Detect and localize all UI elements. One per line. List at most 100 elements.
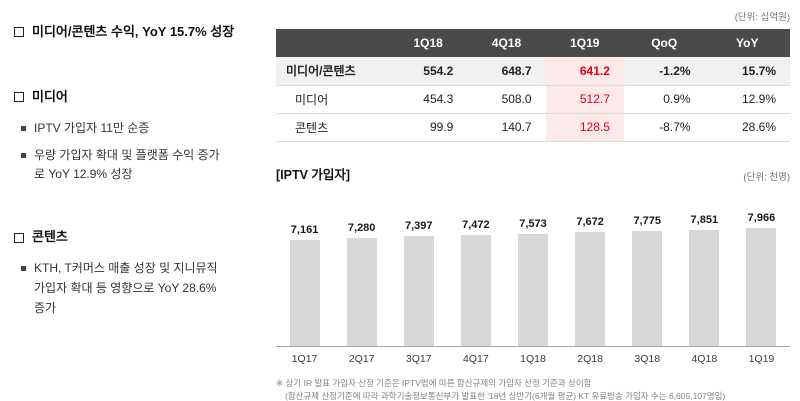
chart-unit-label: (단위: 천명)	[743, 171, 790, 183]
cell-qoq: -1.2%	[623, 57, 705, 86]
x-axis-label: 1Q19	[748, 352, 775, 365]
x-axis-label: 4Q18	[691, 352, 718, 365]
footnote: (합산규제 산정기준에 따라 과학기술정보통신부가 발표한 '18년 상반기(6…	[285, 390, 726, 401]
cell-yoy: 15.7%	[704, 57, 790, 86]
bullet-list: IPTV 가입자 11만 순증 우량 가입자 확대 및 플랫폼 수익 증가로 Y…	[21, 119, 266, 185]
bullet-item: KTH, T커머스 매출 성장 및 지니뮤직 가입자 확대 등 영향으로 YoY…	[21, 259, 266, 318]
section-heading: 콘텐츠	[14, 229, 266, 246]
header-1q19: 1Q19	[545, 29, 624, 57]
header-4q18: 4Q18	[467, 29, 546, 57]
bar-group: 7,775	[619, 202, 676, 346]
cell-1q18: 99.9	[389, 113, 468, 142]
bar	[346, 237, 377, 346]
section-media-content-summary: 미디어/콘텐츠 수익, YoY 15.7% 성장	[14, 24, 266, 41]
row-label: 콘텐츠	[276, 113, 389, 142]
bar-group: 7,161	[276, 202, 333, 346]
table-unit-label: (단위: 십억원)	[734, 12, 790, 23]
cell-4q18: 508.0	[467, 85, 546, 114]
iptv-bar-chart: 7,161 7,280 7,397 7,472 7,573 7,672 7,775 7,851…	[276, 202, 790, 347]
cell-4q18: 140.7	[467, 113, 546, 142]
section-title-text: 미디어	[32, 88, 68, 104]
x-axis-label: 4Q17	[463, 352, 489, 365]
x-axis-label: 2Q17	[348, 352, 375, 365]
table-row-media-content: 미디어/콘텐츠 554.2 648.7 641.2 -1.2% 15.7%	[276, 57, 790, 86]
row-label: 미디어	[276, 85, 389, 114]
section-content: 콘텐츠 KTH, T커머스 매출 성장 및 지니뮤직 가입자 확대 등 영향으로…	[14, 229, 266, 318]
chart-title: [IPTV 가입자]	[276, 167, 351, 182]
cell-4q18: 648.7	[467, 57, 546, 86]
bar-group: 7,397	[390, 202, 447, 346]
data-panel: (단위: 십억원) 1Q18 4Q18 1Q19 QoQ YoY 미디어/콘텐츠…	[276, 0, 790, 401]
bar	[575, 231, 606, 346]
section-title-text: 미디어/콘텐츠 수익, YoY 15.7% 성장	[32, 24, 235, 39]
bar-value-label: 7,161	[290, 223, 319, 236]
header-empty-cell	[276, 29, 389, 57]
bar	[746, 227, 777, 346]
square-bullet-icon	[14, 27, 24, 38]
bar-value-label: 7,966	[747, 211, 776, 224]
table-header-row: 1Q18 4Q18 1Q19 QoQ YoY	[276, 29, 790, 57]
bullet-list: KTH, T커머스 매출 성장 및 지니뮤직 가입자 확대 등 영향으로 YoY…	[21, 259, 266, 318]
cell-qoq: 0.9%	[623, 85, 705, 114]
section-title-text: 콘텐츠	[32, 229, 68, 245]
cell-1q19: 128.5	[545, 113, 624, 142]
bar-value-label: 7,472	[462, 218, 490, 231]
header-1q18: 1Q18	[389, 29, 468, 57]
chart-header: [IPTV 가입자] (단위: 천명)	[276, 164, 790, 183]
bar-group: 7,280	[333, 202, 390, 346]
footnote: ※ 상기 IR 발표 가입자 산정 기준은 IPTV법에 따른 합산규제의 가입…	[276, 377, 592, 388]
bar-group: 7,472	[447, 202, 504, 346]
square-bullet-icon	[14, 92, 24, 103]
row-label: 미디어/콘텐츠	[276, 57, 389, 86]
commentary-panel: 미디어/콘텐츠 수익, YoY 15.7% 성장 미디어 IPTV 가입자 11…	[14, 24, 266, 325]
small-square-bullet-icon	[21, 125, 26, 131]
cell-1q19: 512.7	[545, 85, 624, 114]
cell-qoq: -8.7%	[623, 113, 705, 142]
bar	[289, 239, 320, 346]
bar	[632, 230, 663, 346]
bar-value-label: 7,573	[519, 217, 547, 230]
x-axis-label: 1Q17	[291, 352, 318, 365]
section-heading: 미디어	[14, 89, 266, 106]
bullet-text: IPTV 가입자 11만 순증	[34, 120, 150, 135]
x-axis: 1Q17 2Q17 3Q17 4Q17 1Q18 2Q18 3Q18 4Q18 1Q19	[276, 353, 790, 365]
table-row-media: 미디어 454.3 508.0 512.7 0.9% 12.9%	[276, 85, 790, 114]
bar	[517, 233, 548, 346]
bullet-text: 우량 가입자 확대 및 플랫폼 수익 증가로 YoY 12.9% 성장	[34, 147, 220, 182]
cell-yoy: 12.9%	[704, 85, 790, 114]
bar-value-label: 7,851	[690, 213, 719, 226]
x-axis-label: 3Q17	[405, 352, 432, 365]
footnotes: ※ 상기 IR 발표 가입자 산정 기준은 IPTV법에 따른 합산규제의 가입…	[276, 377, 790, 401]
bar-value-label: 7,397	[405, 219, 433, 232]
x-axis-label: 2Q18	[577, 352, 603, 365]
small-square-bullet-icon	[21, 152, 26, 158]
x-axis-label: 1Q18	[520, 352, 546, 365]
section-media: 미디어 IPTV 가입자 11만 순증 우량 가입자 확대 및 플랫폼 수익 증…	[14, 89, 266, 185]
bar-group: 7,966	[733, 202, 790, 346]
small-square-bullet-icon	[21, 266, 26, 272]
bullet-text: KTH, T커머스 매출 성장 및 지니뮤직 가입자 확대 등 영향으로 YoY…	[34, 261, 218, 315]
bar-group: 7,851	[676, 202, 733, 346]
bar-value-label: 7,672	[576, 215, 604, 228]
x-axis-label: 3Q18	[634, 352, 661, 365]
bar	[403, 235, 434, 346]
bullet-item: 우량 가입자 확대 및 플랫폼 수익 증가로 YoY 12.9% 성장	[21, 146, 266, 186]
bar	[689, 229, 720, 346]
bar	[460, 234, 491, 346]
section-heading: 미디어/콘텐츠 수익, YoY 15.7% 성장	[14, 24, 266, 41]
header-yoy: YoY	[704, 29, 790, 57]
bar-value-label: 7,280	[347, 221, 376, 234]
bullet-item: IPTV 가입자 11만 순증	[21, 119, 266, 139]
header-qoq: QoQ	[623, 29, 705, 57]
bar-group: 7,672	[562, 202, 619, 346]
cell-1q18: 554.2	[389, 57, 468, 86]
square-bullet-icon	[14, 232, 24, 243]
cell-yoy: 28.6%	[704, 113, 790, 142]
cell-1q18: 454.3	[389, 85, 468, 114]
table-row-content: 콘텐츠 99.9 140.7 128.5 -8.7% 28.6%	[276, 113, 790, 142]
cell-1q19: 641.2	[545, 57, 624, 86]
bar-value-label: 7,775	[633, 214, 661, 227]
revenue-table: 1Q18 4Q18 1Q19 QoQ YoY 미디어/콘텐츠 554.2 648…	[276, 29, 790, 142]
bar-group: 7,573	[504, 202, 561, 346]
